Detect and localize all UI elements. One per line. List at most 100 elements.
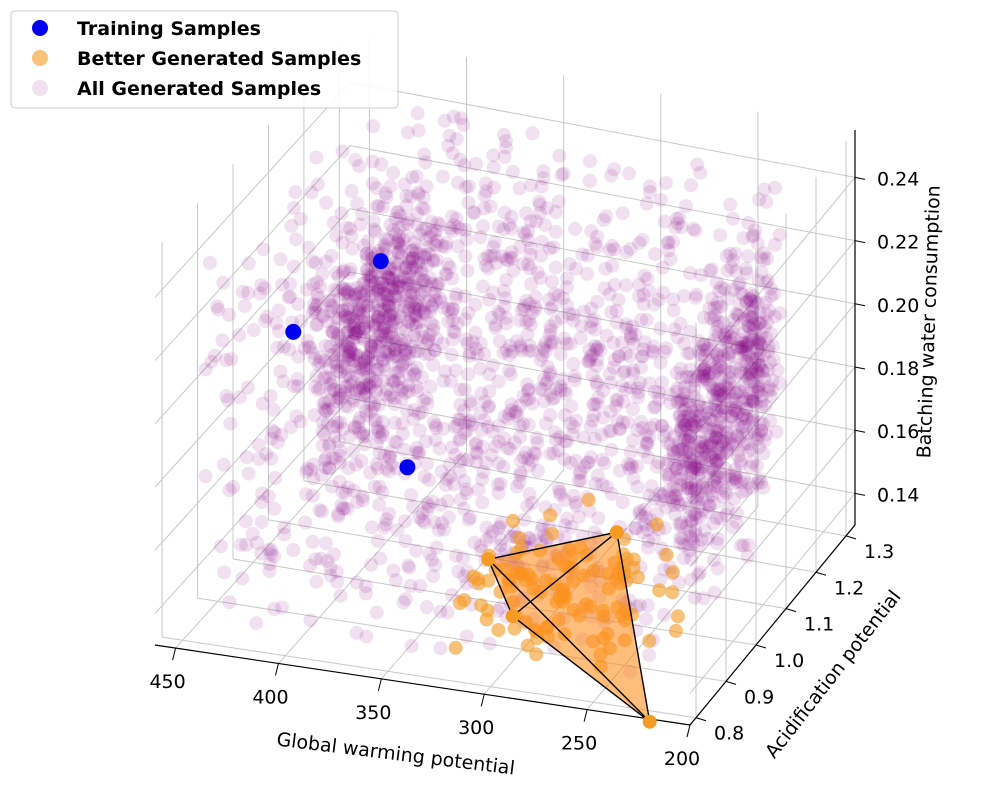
y-tick-label: 0.8	[714, 723, 744, 745]
generated-sample-point	[737, 342, 752, 357]
generated-sample-point	[310, 287, 325, 302]
generated-sample-point	[433, 604, 448, 619]
generated-sample-point	[520, 327, 535, 342]
generated-sample-point	[378, 266, 393, 281]
legend-box	[10, 10, 399, 109]
generated-sample-point	[423, 229, 438, 244]
generated-sample-point	[342, 349, 357, 363]
generated-sample-point	[394, 391, 409, 406]
generated-sample-point	[389, 205, 404, 220]
generated-sample-point	[739, 401, 753, 416]
generated-sample-point	[706, 381, 721, 396]
hull-edge	[512, 531, 618, 617]
generated-sample-point	[695, 373, 710, 388]
z-tick-mark	[854, 176, 866, 180]
generated-sample-point	[360, 315, 375, 330]
generated-sample-point	[572, 509, 586, 524]
generated-sample-point	[761, 363, 776, 378]
generated-sample-point	[445, 209, 459, 224]
generated-sample-point	[388, 289, 403, 304]
better-sample-point	[613, 576, 627, 591]
generated-sample-point	[330, 359, 344, 374]
generated-sample-point	[615, 495, 630, 510]
generated-sample-point	[340, 349, 355, 364]
y-tick-label: 1.1	[804, 614, 834, 636]
better-sample-point	[579, 597, 594, 612]
generated-sample-point	[366, 214, 381, 229]
generated-sample-point	[524, 178, 539, 193]
generated-sample-point	[440, 605, 455, 620]
generated-sample-point	[358, 385, 373, 400]
generated-sample-point	[634, 508, 649, 523]
generated-sample-point	[512, 313, 527, 328]
generated-sample-point	[581, 354, 595, 369]
back-wall-grid-z	[349, 397, 856, 494]
generated-sample-point	[419, 456, 434, 471]
generated-sample-point	[690, 157, 705, 172]
generated-sample-point	[630, 381, 645, 395]
generated-sample-point	[729, 474, 744, 489]
z-tick-label: 0.14	[877, 484, 919, 506]
generated-sample-point	[759, 194, 774, 209]
generated-sample-point	[416, 330, 431, 345]
generated-sample-point	[647, 384, 662, 399]
generated-sample-point	[443, 469, 458, 484]
generated-sample-point	[708, 479, 723, 493]
generated-sample-point	[516, 301, 531, 316]
generated-sample-point	[317, 427, 332, 442]
generated-sample-point	[372, 282, 387, 297]
generated-sample-point	[558, 408, 572, 423]
generated-sample-point	[654, 493, 669, 508]
generated-sample-point	[528, 289, 543, 304]
generated-sample-point	[371, 280, 386, 295]
better-sample-point	[601, 581, 616, 596]
generated-sample-point	[379, 512, 394, 527]
generated-sample-point	[708, 453, 723, 468]
generated-sample-point	[453, 397, 468, 412]
generated-sample-point	[535, 383, 550, 397]
generated-sample-point	[599, 328, 614, 343]
generated-sample-point	[444, 347, 459, 362]
generated-sample-point	[374, 157, 389, 172]
generated-sample-point	[674, 392, 689, 407]
generated-sample-point	[348, 419, 362, 434]
generated-sample-point	[530, 265, 545, 280]
generated-sample-point	[404, 251, 419, 266]
generated-sample-point	[716, 388, 731, 403]
generated-sample-point	[385, 331, 399, 346]
better-sample-point	[630, 570, 645, 585]
generated-sample-point	[503, 367, 518, 382]
generated-sample-point	[371, 313, 386, 328]
generated-sample-point	[403, 284, 418, 299]
generated-sample-point	[352, 410, 367, 425]
generated-sample-point	[573, 464, 588, 479]
generated-sample-point	[684, 476, 698, 491]
generated-sample-point	[331, 507, 346, 521]
generated-sample-point	[319, 451, 333, 466]
generated-sample-point	[713, 383, 728, 398]
generated-sample-point	[564, 520, 579, 534]
generated-sample-point	[365, 154, 380, 169]
generated-sample-point	[354, 454, 369, 469]
x-tick-label: 450	[149, 671, 185, 693]
generated-sample-point	[683, 466, 698, 481]
generated-sample-point	[450, 175, 465, 190]
generated-sample-point	[504, 209, 519, 224]
generated-sample-point	[691, 467, 706, 482]
generated-sample-point	[346, 354, 361, 368]
generated-sample-point	[365, 176, 380, 191]
generated-sample-point	[748, 379, 763, 394]
generated-sample-point	[499, 140, 514, 155]
generated-sample-point	[405, 363, 420, 377]
generated-sample-point	[241, 286, 256, 300]
generated-sample-point	[309, 369, 324, 384]
generated-sample-point	[670, 216, 685, 231]
generated-sample-point	[251, 438, 266, 452]
generated-sample-point	[407, 301, 422, 316]
generated-sample-point	[388, 266, 403, 281]
generated-sample-point	[426, 569, 441, 583]
generated-sample-point	[728, 386, 743, 401]
generated-sample-point	[361, 298, 376, 313]
generated-sample-point	[680, 423, 695, 438]
better-sample-point	[625, 607, 640, 622]
